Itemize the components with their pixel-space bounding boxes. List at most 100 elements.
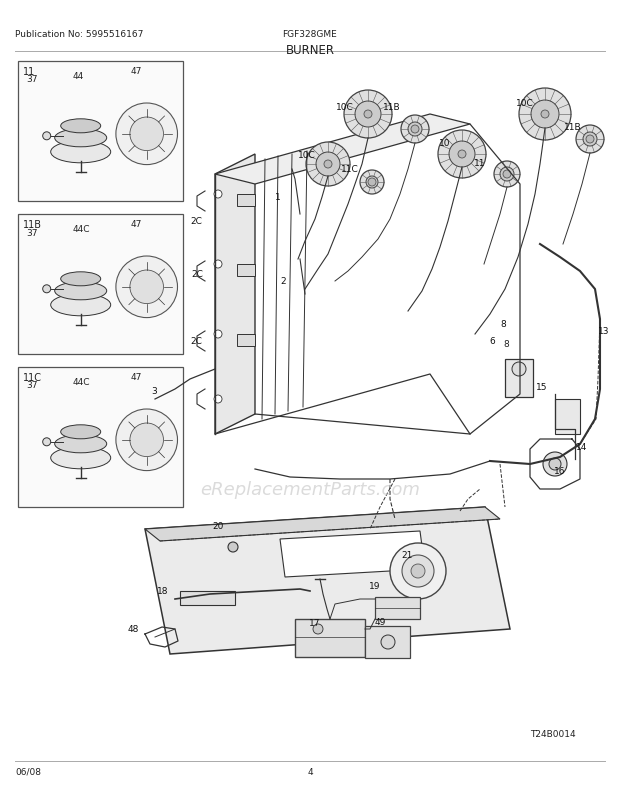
Text: FGF328GME: FGF328GME bbox=[283, 30, 337, 39]
Circle shape bbox=[408, 123, 422, 137]
Text: 10C: 10C bbox=[336, 103, 354, 112]
Circle shape bbox=[43, 132, 51, 140]
Circle shape bbox=[549, 459, 561, 471]
Circle shape bbox=[401, 115, 429, 144]
Text: 11B: 11B bbox=[23, 220, 42, 229]
Circle shape bbox=[214, 261, 222, 269]
Circle shape bbox=[324, 160, 332, 168]
Circle shape bbox=[494, 162, 520, 188]
Circle shape bbox=[512, 363, 526, 376]
Ellipse shape bbox=[61, 425, 100, 439]
Text: 11C: 11C bbox=[23, 373, 42, 383]
Text: 2C: 2C bbox=[191, 270, 203, 279]
Bar bbox=[18, 367, 183, 508]
Text: 6: 6 bbox=[489, 337, 495, 346]
Circle shape bbox=[116, 410, 177, 471]
Circle shape bbox=[116, 104, 177, 165]
Polygon shape bbox=[215, 115, 470, 184]
Text: 18: 18 bbox=[157, 587, 169, 596]
Text: 17: 17 bbox=[309, 618, 321, 628]
Text: 14: 14 bbox=[577, 443, 588, 452]
Circle shape bbox=[130, 118, 164, 152]
Circle shape bbox=[130, 423, 164, 457]
Bar bbox=[180, 591, 235, 606]
Text: 4: 4 bbox=[307, 767, 313, 776]
Text: 11: 11 bbox=[474, 158, 485, 168]
Text: BURNER: BURNER bbox=[285, 44, 335, 57]
Text: 2C: 2C bbox=[190, 337, 202, 346]
Circle shape bbox=[130, 270, 164, 304]
Circle shape bbox=[360, 171, 384, 195]
Circle shape bbox=[116, 257, 177, 318]
Circle shape bbox=[411, 565, 425, 578]
Ellipse shape bbox=[51, 294, 111, 317]
Bar bbox=[237, 334, 255, 346]
Text: Publication No: 5995516167: Publication No: 5995516167 bbox=[15, 30, 143, 39]
Text: 37: 37 bbox=[26, 381, 37, 390]
Circle shape bbox=[316, 153, 340, 176]
Text: 8: 8 bbox=[503, 339, 509, 349]
Bar bbox=[505, 359, 533, 398]
Text: 19: 19 bbox=[370, 581, 381, 591]
Circle shape bbox=[214, 330, 222, 338]
Text: 44: 44 bbox=[73, 72, 84, 81]
Text: 2C: 2C bbox=[190, 217, 202, 226]
Text: 8: 8 bbox=[500, 320, 506, 329]
Text: 47: 47 bbox=[130, 373, 141, 382]
Bar bbox=[375, 597, 420, 619]
Circle shape bbox=[543, 452, 567, 476]
Bar bbox=[555, 399, 580, 435]
Bar bbox=[295, 619, 365, 657]
Circle shape bbox=[214, 395, 222, 403]
Bar bbox=[18, 62, 183, 202]
Text: 1: 1 bbox=[275, 192, 281, 201]
Circle shape bbox=[438, 131, 486, 179]
Circle shape bbox=[43, 438, 51, 446]
Circle shape bbox=[576, 126, 604, 154]
Polygon shape bbox=[145, 508, 510, 654]
Circle shape bbox=[500, 168, 514, 182]
Ellipse shape bbox=[55, 130, 107, 148]
Bar bbox=[237, 265, 255, 277]
Circle shape bbox=[586, 136, 594, 144]
Ellipse shape bbox=[51, 142, 111, 164]
Circle shape bbox=[366, 176, 378, 188]
Circle shape bbox=[402, 555, 434, 587]
Text: 37: 37 bbox=[26, 75, 37, 84]
Circle shape bbox=[583, 133, 597, 147]
Text: 48: 48 bbox=[127, 625, 139, 634]
Text: eReplacementParts.com: eReplacementParts.com bbox=[200, 480, 420, 498]
Text: T24B0014: T24B0014 bbox=[530, 729, 575, 738]
Text: 47: 47 bbox=[130, 67, 141, 76]
Text: 37: 37 bbox=[26, 229, 37, 237]
Circle shape bbox=[390, 543, 446, 599]
Text: 44C: 44C bbox=[73, 378, 90, 387]
Circle shape bbox=[355, 102, 381, 128]
Text: 15: 15 bbox=[536, 383, 547, 392]
Text: 16: 16 bbox=[554, 467, 565, 476]
Text: 13: 13 bbox=[598, 327, 609, 336]
Circle shape bbox=[411, 126, 419, 134]
Circle shape bbox=[458, 151, 466, 159]
Circle shape bbox=[449, 142, 475, 168]
Text: 10C: 10C bbox=[516, 99, 534, 107]
Bar bbox=[365, 626, 410, 658]
Circle shape bbox=[228, 542, 238, 553]
Text: 10: 10 bbox=[439, 138, 451, 148]
Ellipse shape bbox=[55, 435, 107, 453]
Circle shape bbox=[364, 111, 372, 119]
Circle shape bbox=[519, 89, 571, 141]
Circle shape bbox=[313, 624, 323, 634]
Bar bbox=[237, 195, 255, 207]
Ellipse shape bbox=[55, 282, 107, 301]
Text: 11B: 11B bbox=[564, 124, 582, 132]
Circle shape bbox=[541, 111, 549, 119]
Circle shape bbox=[503, 171, 511, 179]
Text: 11B: 11B bbox=[383, 103, 401, 112]
Text: 3: 3 bbox=[151, 387, 157, 396]
Text: 44C: 44C bbox=[73, 225, 90, 233]
Polygon shape bbox=[215, 155, 255, 435]
Circle shape bbox=[381, 635, 395, 649]
Text: 21: 21 bbox=[401, 551, 413, 560]
Text: 11: 11 bbox=[23, 67, 35, 77]
